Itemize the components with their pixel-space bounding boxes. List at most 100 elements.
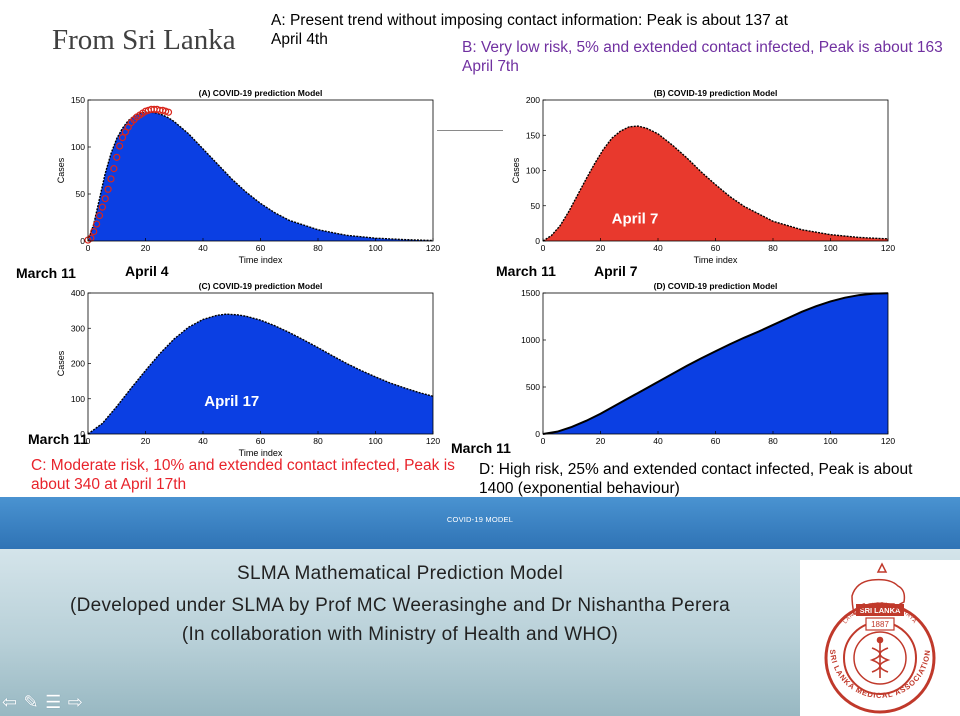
slma-seal-icon: SRI LANKA 1887 SRI LANKA MEDICAL ASSOCIA… bbox=[824, 562, 936, 714]
x-tick-label: 40 bbox=[653, 436, 663, 446]
series-line-a bbox=[87, 111, 434, 242]
x-tick-label: 20 bbox=[141, 436, 151, 446]
x-tick-label: 20 bbox=[141, 243, 151, 253]
pen-icon[interactable]: ✎ bbox=[23, 692, 39, 712]
note-scenario-b: B: Very low risk, 5% and extended contac… bbox=[462, 39, 943, 75]
observed-point bbox=[107, 175, 115, 183]
x-tick-label: 120 bbox=[881, 243, 895, 253]
y-axis-label: Cases bbox=[56, 350, 66, 376]
date-label-b-peak: April 7 bbox=[594, 263, 638, 279]
date-label-a-peak: April 4 bbox=[125, 263, 169, 279]
x-tick-label: 100 bbox=[368, 243, 382, 253]
y-tick-label: 0 bbox=[80, 236, 85, 246]
observed-point bbox=[164, 108, 173, 116]
x-tick-label: 40 bbox=[653, 243, 663, 253]
series-line-c bbox=[87, 313, 434, 435]
arrow-right-icon[interactable]: ⇨ bbox=[67, 692, 83, 712]
observed-point bbox=[98, 203, 106, 211]
chart-d: 0 20 40 60 80 100 120 0 500 1000 1500 (D) COVID-19 … bbox=[521, 281, 895, 446]
x-axis-label: Time index bbox=[694, 255, 738, 265]
x-tick-label: 60 bbox=[256, 243, 266, 253]
date-label-a-start: March 11 bbox=[16, 265, 76, 281]
x-tick-label: 100 bbox=[823, 243, 837, 253]
chart-title: (B) COVID-19 prediction Model bbox=[654, 88, 778, 98]
note-scenario-c: C: Moderate risk, 10% and extended conta… bbox=[31, 457, 455, 493]
arrow-left-icon[interactable]: ⇦ bbox=[2, 692, 18, 712]
slide-title: From Sri Lanka bbox=[52, 24, 236, 56]
chart-title: (D) COVID-19 prediction Model bbox=[654, 281, 778, 291]
date-label-c-start: March 11 bbox=[28, 431, 88, 447]
x-tick-label: 120 bbox=[426, 436, 440, 446]
y-tick-label: 0 bbox=[535, 429, 540, 439]
footer-band-label: COVID-19 MODEL bbox=[446, 515, 514, 524]
x-tick-label: 80 bbox=[313, 436, 323, 446]
observed-point bbox=[101, 195, 109, 203]
chart-b: 0 20 40 60 80 100 120 0 50 100 150 200 (B) COVID-19 … bbox=[511, 88, 895, 265]
observed-point bbox=[113, 153, 121, 161]
y-tick-label: 1000 bbox=[521, 335, 540, 345]
series-line-d bbox=[542, 292, 889, 435]
x-tick-label: 0 bbox=[86, 243, 91, 253]
x-tick-label: 40 bbox=[198, 436, 208, 446]
date-label-d-start: March 11 bbox=[451, 440, 511, 456]
x-tick-label: 100 bbox=[823, 436, 837, 446]
series-line-b bbox=[542, 125, 889, 242]
y-tick-label: 200 bbox=[71, 359, 85, 369]
y-tick-label: 500 bbox=[526, 382, 540, 392]
note-scenario-d: D: High risk, 25% and extended contact i… bbox=[479, 461, 913, 497]
slide-nav: ⇦ ✎ ☰ ⇨ bbox=[2, 692, 85, 712]
note-scenario-a: A: Present trend without imposing contac… bbox=[271, 12, 788, 48]
observed-point bbox=[104, 185, 112, 193]
y-tick-label: 100 bbox=[526, 166, 540, 176]
x-axis-label: Time index bbox=[239, 448, 283, 458]
area-fill-b bbox=[543, 126, 888, 241]
x-tick-label: 80 bbox=[768, 243, 778, 253]
credit-line-1: SLMA Mathematical Prediction Model bbox=[237, 563, 563, 584]
x-tick-label: 0 bbox=[541, 436, 546, 446]
y-tick-label: 50 bbox=[531, 201, 541, 211]
chart-c: 0 20 40 60 80 100 120 0 100 200 300 400 (C) COVID-19… bbox=[56, 281, 440, 458]
y-tick-label: 100 bbox=[71, 394, 85, 404]
x-tick-label: 20 bbox=[596, 243, 606, 253]
x-tick-label: 20 bbox=[596, 436, 606, 446]
x-tick-label: 120 bbox=[881, 436, 895, 446]
observed-point bbox=[95, 212, 104, 220]
x-tick-label: 60 bbox=[256, 436, 266, 446]
y-tick-label: 150 bbox=[526, 130, 540, 140]
x-tick-label: 0 bbox=[86, 436, 91, 446]
logo-year: 1887 bbox=[871, 620, 889, 629]
chart-title: (C) COVID-19 prediction Model bbox=[199, 281, 323, 291]
x-axis-label: Time index bbox=[239, 255, 283, 265]
menu-icon[interactable]: ☰ bbox=[45, 692, 62, 712]
slma-logo: SRI LANKA 1887 SRI LANKA MEDICAL ASSOCIA… bbox=[800, 560, 960, 716]
x-tick-label: 120 bbox=[426, 243, 440, 253]
y-tick-label: 0 bbox=[535, 236, 540, 246]
chart-a: 0 20 40 60 80 100 120 0 50 100 150 (A) COVID-19 pre… bbox=[56, 88, 440, 265]
area-fill-a bbox=[88, 112, 433, 241]
x-tick-label: 40 bbox=[198, 243, 208, 253]
y-tick-label: 0 bbox=[80, 429, 85, 439]
chart-title: (A) COVID-19 prediction Model bbox=[199, 88, 323, 98]
x-tick-label: 60 bbox=[711, 243, 721, 253]
y-tick-label: 400 bbox=[71, 288, 85, 298]
date-label-b-start: March 11 bbox=[496, 263, 556, 279]
credit-line-2: (Developed under SLMA by Prof MC Weerasi… bbox=[69, 595, 731, 616]
credit-line-3: (In collaboration with Ministry of Healt… bbox=[181, 624, 619, 645]
y-tick-label: 300 bbox=[71, 323, 85, 333]
y-tick-label: 100 bbox=[71, 142, 85, 152]
x-tick-label: 80 bbox=[313, 243, 323, 253]
observed-point bbox=[90, 228, 98, 236]
observed-point bbox=[116, 142, 124, 150]
chart-annotation: April 7 bbox=[612, 210, 659, 227]
observed-point bbox=[93, 220, 101, 228]
x-tick-label: 80 bbox=[768, 436, 778, 446]
connector-line bbox=[437, 130, 503, 131]
logo-banner-text: SRI LANKA bbox=[860, 606, 901, 615]
area-fill-c bbox=[88, 314, 433, 434]
observed-point bbox=[118, 133, 127, 142]
y-tick-label: 200 bbox=[526, 95, 540, 105]
y-axis-label: Cases bbox=[511, 157, 521, 183]
observed-point bbox=[110, 165, 118, 173]
y-tick-label: 150 bbox=[71, 95, 85, 105]
y-tick-label: 1500 bbox=[521, 288, 540, 298]
